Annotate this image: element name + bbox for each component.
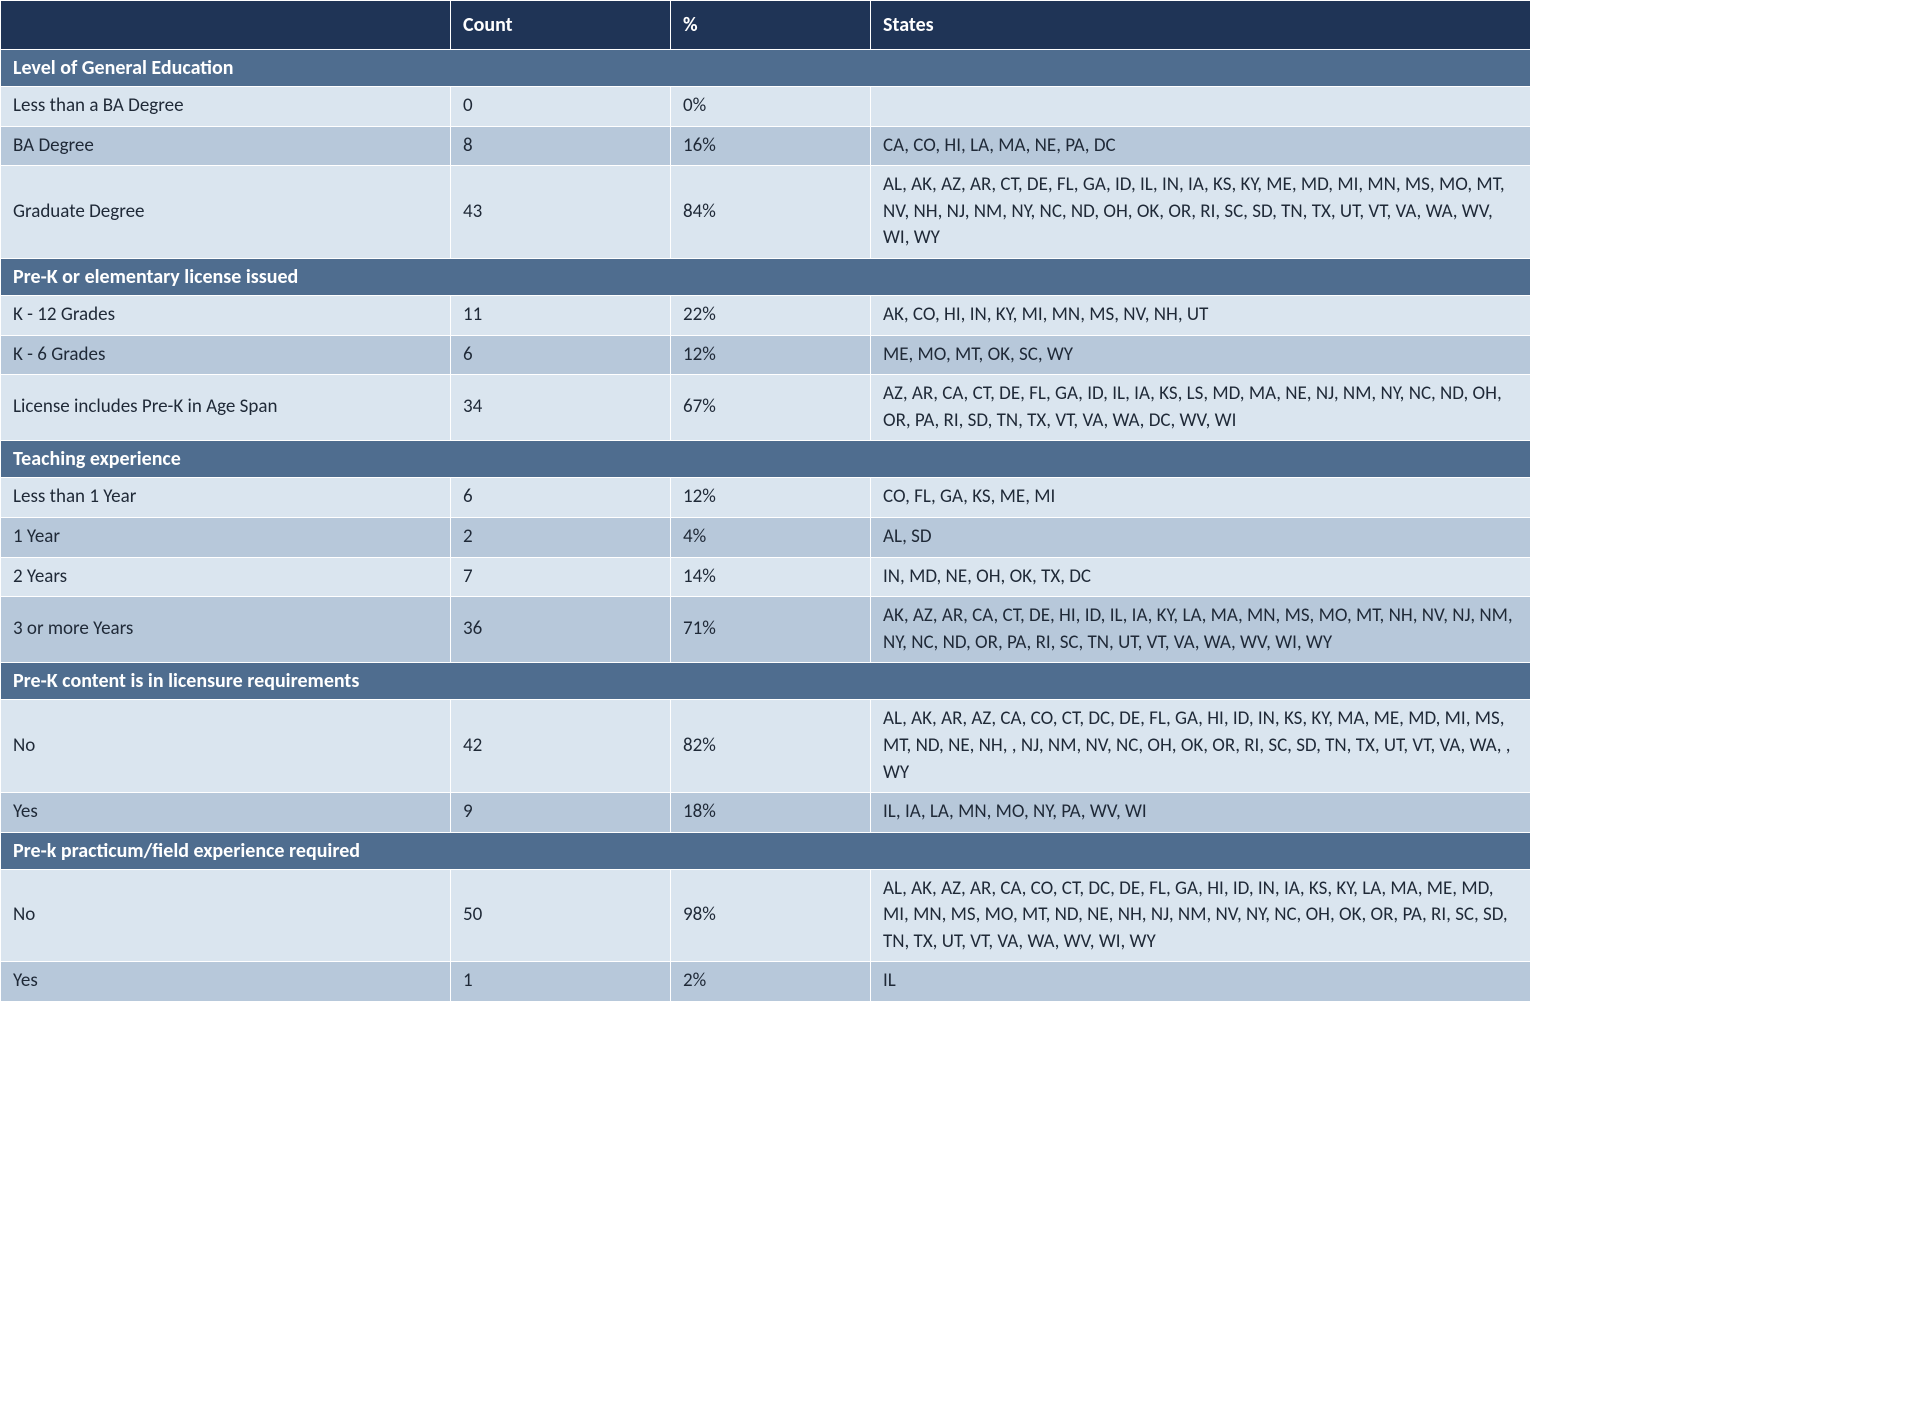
section-title: Teaching experience: [1, 441, 1531, 478]
row-count: 8: [451, 126, 671, 166]
table-row: 3 or more Years3671%AK, AZ, AR, CA, CT, …: [1, 597, 1531, 663]
section-title: Pre-K content is in licensure requiremen…: [1, 663, 1531, 700]
table-row: No4282%AL, AK, AR, AZ, CA, CO, CT, DC, D…: [1, 700, 1531, 793]
row-count: 6: [451, 478, 671, 518]
row-label: Yes: [1, 962, 451, 1002]
row-count: 2: [451, 517, 671, 557]
row-pct: 84%: [671, 166, 871, 259]
row-pct: 67%: [671, 375, 871, 441]
table-row: Graduate Degree4384%AL, AK, AZ, AR, CT, …: [1, 166, 1531, 259]
row-count: 11: [451, 295, 671, 335]
section-row: Pre-K or elementary license issued: [1, 258, 1531, 295]
table-row: 2 Years714%IN, MD, NE, OH, OK, TX, DC: [1, 557, 1531, 597]
row-pct: 71%: [671, 597, 871, 663]
row-label: BA Degree: [1, 126, 451, 166]
row-count: 43: [451, 166, 671, 259]
table-row: License includes Pre-K in Age Span3467%A…: [1, 375, 1531, 441]
row-label: K - 12 Grades: [1, 295, 451, 335]
row-label: K - 6 Grades: [1, 335, 451, 375]
row-states: CO, FL, GA, KS, ME, MI: [871, 478, 1531, 518]
section-title: Level of General Education: [1, 50, 1531, 87]
row-states: ME, MO, MT, OK, SC, WY: [871, 335, 1531, 375]
row-pct: 16%: [671, 126, 871, 166]
header-states: States: [871, 1, 1531, 50]
row-pct: 12%: [671, 335, 871, 375]
row-count: 34: [451, 375, 671, 441]
table-row: BA Degree816%CA, CO, HI, LA, MA, NE, PA,…: [1, 126, 1531, 166]
table-row: K - 6 Grades612%ME, MO, MT, OK, SC, WY: [1, 335, 1531, 375]
row-count: 7: [451, 557, 671, 597]
row-label: No: [1, 700, 451, 793]
section-title: Pre-k practicum/field experience require…: [1, 832, 1531, 869]
table-row: Yes12%IL: [1, 962, 1531, 1002]
row-label: Yes: [1, 793, 451, 833]
row-count: 6: [451, 335, 671, 375]
row-pct: 12%: [671, 478, 871, 518]
row-states: [871, 87, 1531, 127]
row-count: 1: [451, 962, 671, 1002]
table-row: Less than 1 Year612%CO, FL, GA, KS, ME, …: [1, 478, 1531, 518]
row-states: AZ, AR, CA, CT, DE, FL, GA, ID, IL, IA, …: [871, 375, 1531, 441]
row-pct: 2%: [671, 962, 871, 1002]
row-pct: 18%: [671, 793, 871, 833]
row-pct: 14%: [671, 557, 871, 597]
row-states: AK, CO, HI, IN, KY, MI, MN, MS, NV, NH, …: [871, 295, 1531, 335]
row-count: 42: [451, 700, 671, 793]
section-row: Pre-k practicum/field experience require…: [1, 832, 1531, 869]
header-count: Count: [451, 1, 671, 50]
row-pct: 22%: [671, 295, 871, 335]
row-pct: 82%: [671, 700, 871, 793]
table-row: 1 Year24%AL, SD: [1, 517, 1531, 557]
table-row: K - 12 Grades1122%AK, CO, HI, IN, KY, MI…: [1, 295, 1531, 335]
row-label: 1 Year: [1, 517, 451, 557]
row-states: AL, SD: [871, 517, 1531, 557]
row-label: 2 Years: [1, 557, 451, 597]
header-label: [1, 1, 451, 50]
row-states: AL, AK, AZ, AR, CT, DE, FL, GA, ID, IL, …: [871, 166, 1531, 259]
row-states: IL: [871, 962, 1531, 1002]
row-pct: 0%: [671, 87, 871, 127]
row-pct: 98%: [671, 869, 871, 962]
row-states: IL, IA, LA, MN, MO, NY, PA, WV, WI: [871, 793, 1531, 833]
table-row: Yes918%IL, IA, LA, MN, MO, NY, PA, WV, W…: [1, 793, 1531, 833]
row-label: License includes Pre-K in Age Span: [1, 375, 451, 441]
row-count: 50: [451, 869, 671, 962]
table-row: No5098%AL, AK, AZ, AR, CA, CO, CT, DC, D…: [1, 869, 1531, 962]
row-label: Less than 1 Year: [1, 478, 451, 518]
row-states: IN, MD, NE, OH, OK, TX, DC: [871, 557, 1531, 597]
row-label: Less than a BA Degree: [1, 87, 451, 127]
row-states: CA, CO, HI, LA, MA, NE, PA, DC: [871, 126, 1531, 166]
row-label: Graduate Degree: [1, 166, 451, 259]
section-row: Pre-K content is in licensure requiremen…: [1, 663, 1531, 700]
row-count: 9: [451, 793, 671, 833]
row-label: No: [1, 869, 451, 962]
row-states: AK, AZ, AR, CA, CT, DE, HI, ID, IL, IA, …: [871, 597, 1531, 663]
section-row: Level of General Education: [1, 50, 1531, 87]
requirements-table: Count%StatesLevel of General EducationLe…: [0, 0, 1531, 1002]
row-states: AL, AK, AZ, AR, CA, CO, CT, DC, DE, FL, …: [871, 869, 1531, 962]
row-count: 0: [451, 87, 671, 127]
row-count: 36: [451, 597, 671, 663]
header-pct: %: [671, 1, 871, 50]
row-states: AL, AK, AR, AZ, CA, CO, CT, DC, DE, FL, …: [871, 700, 1531, 793]
row-pct: 4%: [671, 517, 871, 557]
table-row: Less than a BA Degree00%: [1, 87, 1531, 127]
section-title: Pre-K or elementary license issued: [1, 258, 1531, 295]
table-header-row: Count%States: [1, 1, 1531, 50]
row-label: 3 or more Years: [1, 597, 451, 663]
section-row: Teaching experience: [1, 441, 1531, 478]
